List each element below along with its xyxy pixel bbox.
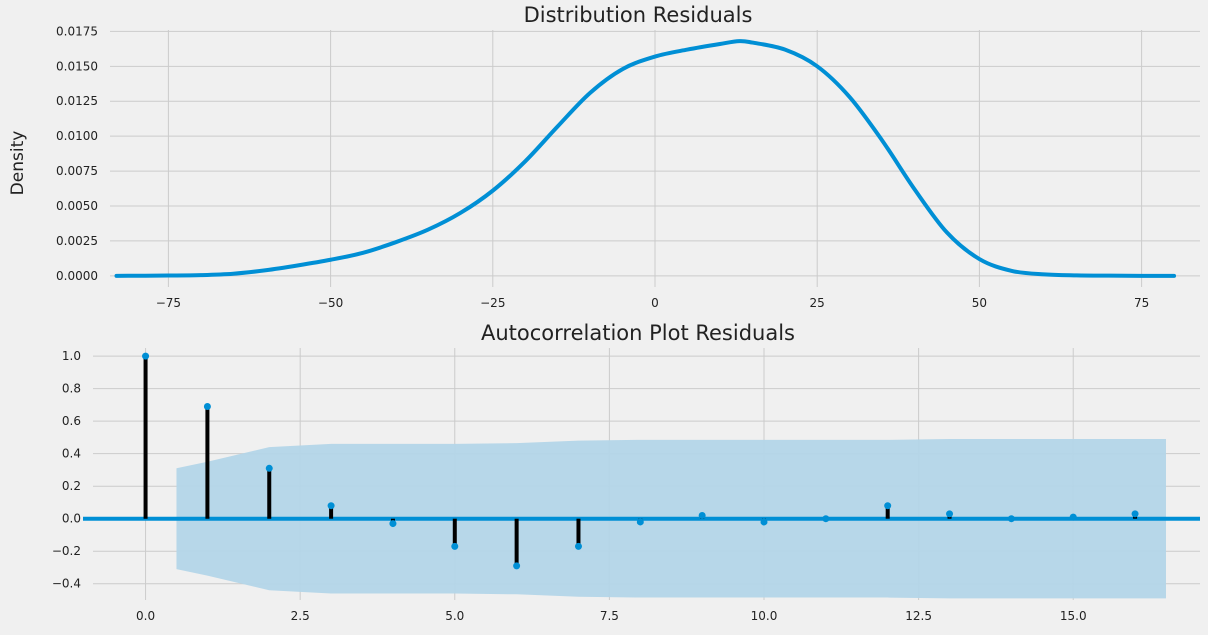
c1-y-tick-label: 0.0075 (56, 164, 98, 178)
acf-marker-lag-4 (389, 520, 397, 528)
c2-y-tick-label: 1.0 (62, 349, 81, 363)
c2-y-tick-label: 0.4 (62, 447, 81, 461)
acf-marker-lag-15 (1069, 513, 1077, 521)
acf-y-ticks: −0.4 −0.2 0.0 0.2 0.4 0.6 0.8 1.0 (52, 349, 81, 591)
acf-marker-lag-2 (265, 464, 273, 472)
density-x-ticks: −75 −50 −25 0 25 50 75 (156, 296, 1150, 310)
c2-x-tick-label: 0.0 (136, 609, 155, 623)
acf-x-ticks: 0.0 2.5 5.0 7.5 10.0 12.5 15.0 (136, 609, 1087, 623)
c2-x-tick-label: 5.0 (445, 609, 464, 623)
c2-y-tick-label: 0.0 (62, 512, 81, 526)
acf-marker-lag-16 (1131, 510, 1139, 518)
c1-y-tick-label: 0.0150 (56, 59, 98, 73)
acf-marker-lag-8 (636, 518, 644, 526)
c1-x-tick-label: −25 (480, 296, 505, 310)
c2-x-tick-label: 2.5 (291, 609, 310, 623)
c1-x-tick-label: 0 (651, 296, 659, 310)
acf-marker-lag-12 (884, 502, 892, 510)
c2-x-tick-label: 7.5 (600, 609, 619, 623)
density-gridlines (110, 30, 1200, 287)
c2-y-tick-label: −0.2 (52, 544, 81, 558)
density-chart-title: Distribution Residuals (524, 3, 753, 27)
density-series (114, 39, 1177, 278)
c1-y-tick-label: 0.0025 (56, 234, 98, 248)
c1-y-tick-label: 0.0050 (56, 199, 98, 213)
acf-marker-lag-9 (698, 511, 706, 519)
acf-marker-lag-11 (822, 515, 830, 523)
c2-y-tick-label: 0.6 (62, 414, 81, 428)
acf-marker-lag-1 (203, 403, 211, 411)
c2-y-tick-label: 0.8 (62, 382, 81, 396)
acf-chart: Autocorrelation Plot Residuals −0.4 −0.2 0… (52, 321, 1200, 623)
acf-chart-title: Autocorrelation Plot Residuals (481, 321, 795, 345)
density-chart: Distribution Residuals Density 0.00000.0… (8, 3, 1200, 310)
c2-x-tick-label: 15.0 (1060, 609, 1087, 623)
c2-y-tick-label: 0.2 (62, 479, 81, 493)
acf-marker-lag-6 (513, 562, 521, 570)
c1-y-tick-label: 0.0000 (56, 269, 98, 283)
c1-x-tick-label: 25 (810, 296, 825, 310)
acf-marker-lag-3 (327, 502, 335, 510)
c2-y-tick-label: −0.4 (52, 577, 81, 591)
c2-x-tick-label: 12.5 (905, 609, 932, 623)
density-y-ticks: 0.0000 0.0025 0.0050 0.0075 0.0100 0.0125 0.01… (56, 24, 98, 282)
acf-marker-lag-7 (574, 542, 582, 550)
acf-marker-lag-14 (1007, 515, 1015, 523)
acf-marker-lag-0 (142, 352, 150, 360)
density-line (114, 39, 1177, 278)
density-y-axis-label: Density (8, 131, 28, 196)
c2-x-tick-label: 10.0 (751, 609, 778, 623)
c1-x-tick-label: 50 (972, 296, 987, 310)
c1-x-tick-label: 75 (1134, 296, 1149, 310)
c1-y-tick-label: 0.0125 (56, 94, 98, 108)
acf-markers (142, 352, 1139, 570)
c1-y-tick-label: 0.0175 (56, 24, 98, 38)
acf-marker-lag-5 (451, 542, 459, 550)
c1-x-tick-label: −50 (318, 296, 343, 310)
c1-y-tick-label: 0.0100 (56, 129, 98, 143)
c1-x-tick-label: −75 (156, 296, 181, 310)
acf-marker-lag-10 (760, 518, 768, 526)
acf-marker-lag-13 (946, 510, 954, 518)
